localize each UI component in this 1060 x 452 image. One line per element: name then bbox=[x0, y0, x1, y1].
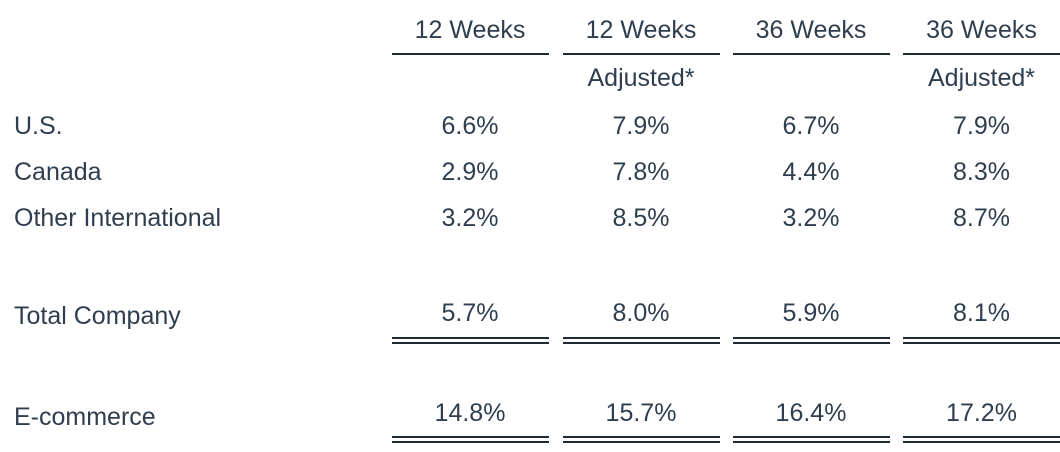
ecommerce-double-rule bbox=[903, 436, 1060, 443]
row-label-canada: Canada bbox=[14, 158, 102, 186]
table-cell: 6.7% bbox=[782, 112, 840, 140]
row-label-other-international: Other International bbox=[14, 204, 222, 232]
table-cell: 16.4% bbox=[775, 399, 847, 427]
table-cell: 8.7% bbox=[953, 204, 1010, 232]
table-cell: 8.0% bbox=[612, 299, 670, 327]
header-12-weeks: 12 Weeks bbox=[414, 16, 526, 44]
total-double-rule bbox=[903, 337, 1060, 344]
header-36-weeks: 36 Weeks bbox=[755, 16, 867, 44]
table-cell: 17.2% bbox=[946, 399, 1017, 427]
table-cell: 2.9% bbox=[441, 158, 499, 186]
row-label-total-company: Total Company bbox=[14, 302, 181, 330]
total-double-rule bbox=[733, 337, 890, 344]
header-rule bbox=[903, 53, 1060, 55]
ecommerce-double-rule bbox=[733, 436, 890, 443]
table-cell: 15.7% bbox=[605, 399, 677, 427]
table-cell: 4.4% bbox=[782, 158, 840, 186]
header-12-weeks-adjusted: 12 Weeks bbox=[585, 16, 697, 44]
ecommerce-double-rule bbox=[392, 436, 549, 443]
row-label-e-commerce: E-commerce bbox=[14, 403, 156, 431]
table-cell: 14.8% bbox=[434, 399, 506, 427]
header-36-weeks-adjusted: 36 Weeks bbox=[926, 16, 1037, 44]
table-cell: 3.2% bbox=[782, 204, 840, 232]
table-cell: 7.8% bbox=[612, 158, 670, 186]
ecommerce-double-rule bbox=[563, 436, 720, 443]
table-cell: 8.5% bbox=[612, 204, 670, 232]
header-rule bbox=[733, 53, 890, 55]
table-cell: 5.7% bbox=[441, 299, 499, 327]
table-cell: 7.9% bbox=[612, 112, 670, 140]
table-cell: 8.1% bbox=[953, 299, 1010, 327]
header-adjusted-label: Adjusted* bbox=[587, 64, 695, 92]
total-double-rule bbox=[392, 337, 549, 344]
table-cell: 6.6% bbox=[441, 112, 499, 140]
header-adjusted-label: Adjusted* bbox=[927, 64, 1036, 92]
header-rule bbox=[563, 53, 720, 55]
table-cell: 5.9% bbox=[782, 299, 840, 327]
total-double-rule bbox=[563, 337, 720, 344]
table-cell: 8.3% bbox=[953, 158, 1010, 186]
row-label-us: U.S. bbox=[14, 112, 63, 140]
table-cell: 3.2% bbox=[441, 204, 499, 232]
header-rule bbox=[392, 53, 549, 55]
table-cell: 7.9% bbox=[953, 112, 1010, 140]
